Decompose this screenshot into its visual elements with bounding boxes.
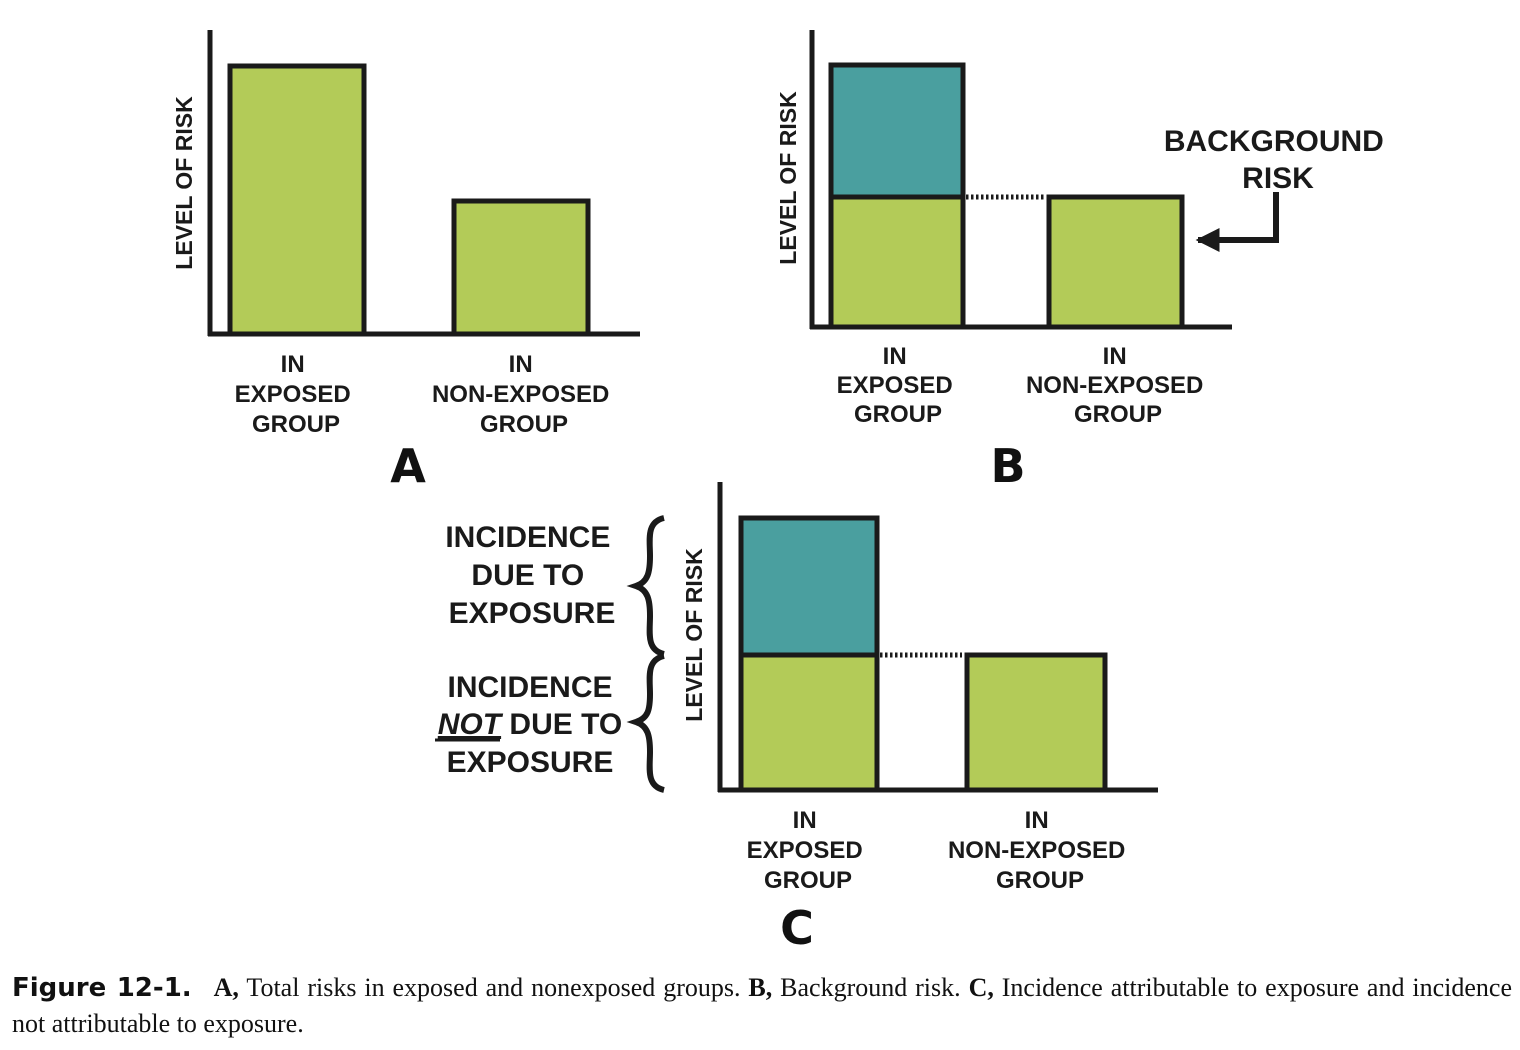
panel-c-not-word: NOT [438, 708, 504, 741]
figure-label: Figure 12-1. [12, 973, 192, 1003]
panel-c: LEVEL OF RISK IN EXPOSED GROUP IN NON-EX… [435, 482, 1158, 955]
panel-c-not-due-line3: EXPOSURE [447, 746, 614, 779]
panel-c-lower-brace [626, 653, 665, 793]
figure-caption: Figure 12-1. A, Total risks in exposed an… [12, 970, 1512, 1042]
panel-b-exposed-top [828, 62, 966, 200]
panel-c-exposed-top [738, 515, 880, 658]
panel-a: LEVEL OF RISK IN EXPOSED GROUP IN NON-EX… [171, 30, 640, 493]
panel-a-nonexposed-bar [451, 198, 591, 337]
panel-b-background-risk-label: BACKGROUND RISK [1164, 125, 1392, 195]
caption-b-letter: B, [748, 973, 773, 1002]
panel-b-callout-arrow [1195, 192, 1279, 252]
panel-a-nonexposed-label: IN NON-EXPOSED GROUP [432, 351, 616, 438]
panel-b-exposed-bottom [828, 194, 966, 330]
panel-c-nonexposed-bar [964, 652, 1108, 793]
panel-c-upper-brace [626, 515, 665, 657]
caption-a-text: Total risks in exposed and nonexposed gr… [238, 973, 749, 1002]
panel-c-axis-title: LEVEL OF RISK [681, 548, 707, 722]
panel-c-due-label: INCIDENCE DUE TO EXPOSURE [445, 521, 618, 630]
panel-b-axis-title: LEVEL OF RISK [775, 91, 801, 265]
panel-a-exposed-label: IN EXPOSED GROUP [235, 351, 358, 438]
panel-a-axis-title: LEVEL OF RISK [171, 96, 197, 270]
panel-a-letter: A [390, 439, 426, 493]
panel-c-not-due-line1: INCIDENCE [447, 671, 612, 704]
panel-b: LEVEL OF RISK IN EXPOSED GROUP IN NON-EX… [775, 30, 1392, 493]
caption-c-text: Incidence attributable to exposure and i… [12, 973, 1512, 1038]
panel-a-exposed-bar [227, 63, 367, 337]
caption-a-letter: A, [213, 973, 239, 1002]
panel-b-nonexposed-label: IN NON-EXPOSED GROUP [1026, 343, 1210, 428]
panel-b-exposed-label: IN EXPOSED GROUP [837, 343, 960, 428]
caption-b-text: Background risk. [772, 973, 969, 1002]
figure-diagram: LEVEL OF RISK IN EXPOSED GROUP IN NON-EX… [171, 30, 1392, 955]
panel-c-nonexposed-label: IN NON-EXPOSED GROUP [948, 807, 1132, 894]
caption-c-letter: C, [968, 973, 994, 1002]
panel-c-not-due-line2: NOT DUE TO [438, 708, 622, 741]
panel-b-nonexposed-bar [1046, 194, 1185, 330]
panel-c-letter: C [780, 901, 814, 955]
panel-c-exposed-label: IN EXPOSED GROUP [747, 807, 870, 894]
panel-c-exposed-bottom [738, 652, 880, 793]
panel-b-letter: B [990, 439, 1025, 493]
